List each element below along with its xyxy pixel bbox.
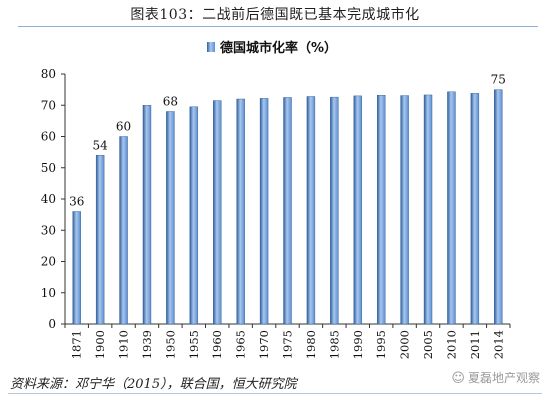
data-label-2014: 75: [491, 73, 506, 87]
legend-label: 德国城市化率（%）: [220, 40, 337, 56]
x-tick-label: 1975: [281, 330, 295, 359]
bar-1995: [376, 95, 386, 325]
y-tick-label: 80: [41, 67, 56, 81]
data-label-1900: 54: [92, 138, 108, 152]
data-labels: 36 54 60 68 75: [69, 73, 506, 209]
x-tick-label: 1900: [93, 330, 107, 359]
y-tick-label: 30: [41, 223, 56, 237]
legend-swatch: [207, 42, 215, 52]
bars: [72, 89, 503, 325]
data-label-1910: 60: [116, 120, 131, 134]
x-tick-label: 1950: [163, 330, 177, 359]
x-tick-label: 2014: [491, 330, 505, 359]
x-tick-label: 1990: [351, 330, 365, 359]
axes: 0 10 20 30 40 50 60 70 80 1871 1900 1910 1939 1950 195…: [41, 67, 511, 359]
y-tick-label: 40: [41, 192, 56, 206]
x-tick-label: 1871: [70, 330, 84, 359]
x-tick-label: 1939: [140, 330, 154, 359]
bar-1910: [119, 136, 128, 325]
bar-2005: [423, 94, 433, 325]
bar-chart: 德国城市化率（%） 0 10 20 30 40 50 60 70 80 1871 1900 1910 1…: [41, 40, 511, 359]
x-tick-label: 2000: [398, 330, 412, 359]
bar-1990: [353, 95, 362, 325]
source-note: 资料来源：邓宁华（2015），联合国，恒大研究院: [10, 377, 297, 392]
figure-title: 图表103：二战前后德国既已基本完成城市化: [130, 7, 420, 23]
y-tick-label: 50: [41, 161, 56, 175]
x-tick-label: 1965: [234, 330, 248, 359]
x-tick-label: 1980: [304, 330, 318, 359]
x-tick-label: 1910: [117, 330, 131, 359]
bottom-rule: [8, 393, 542, 394]
title-rule: [18, 26, 538, 27]
bar-1970: [259, 98, 269, 325]
bar-1985: [330, 96, 339, 325]
legend: 德国城市化率（%）: [207, 40, 337, 56]
y-tick-label: 0: [48, 317, 56, 331]
wechat-icon: ☺: [451, 371, 465, 386]
y-tick-label: 60: [41, 130, 56, 144]
y-tick-label: 70: [41, 98, 56, 112]
bar-2011: [470, 93, 480, 325]
bar-1975: [283, 97, 292, 325]
y-tick-label: 20: [41, 255, 56, 269]
y-tick-label: 10: [41, 286, 56, 300]
bar-1960: [213, 100, 222, 325]
bar-2010: [447, 91, 456, 325]
bar-1980: [306, 96, 316, 325]
x-tick-label: 2005: [421, 330, 435, 359]
bar-1965: [236, 98, 245, 325]
bar-1955: [189, 106, 199, 325]
x-tick-label: 1995: [374, 330, 388, 359]
bar-1871: [72, 211, 81, 325]
x-tick-label: 2010: [444, 330, 458, 359]
watermark: ☺ 夏磊地产观察: [451, 369, 540, 386]
data-label-1950: 68: [163, 95, 178, 109]
x-tick-label: 1985: [327, 330, 341, 359]
bar-1950: [166, 111, 175, 325]
x-tick-label: 1970: [257, 330, 271, 359]
bar-2014: [494, 89, 503, 325]
watermark-text: 夏磊地产观察: [467, 371, 540, 385]
bar-2000: [400, 95, 409, 325]
x-tick-label: 1955: [187, 330, 201, 359]
data-label-1871: 36: [69, 195, 84, 209]
bar-1900: [95, 155, 105, 325]
bar-1939: [142, 105, 152, 325]
x-tick-label: 2011: [468, 330, 482, 359]
x-tick-label: 1960: [210, 330, 224, 359]
